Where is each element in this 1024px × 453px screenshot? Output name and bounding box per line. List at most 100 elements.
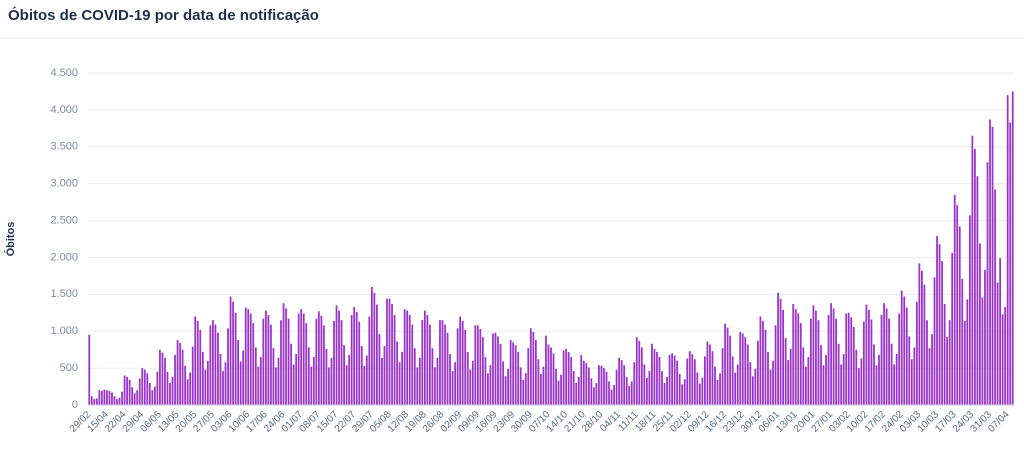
bar bbox=[862, 321, 865, 405]
bar bbox=[878, 354, 880, 405]
bar bbox=[532, 331, 535, 405]
bar bbox=[628, 385, 631, 405]
bar bbox=[953, 194, 956, 405]
bar bbox=[285, 308, 287, 405]
bar bbox=[280, 320, 282, 405]
bar bbox=[461, 320, 464, 405]
bar bbox=[267, 314, 270, 405]
bar bbox=[974, 148, 976, 406]
bar bbox=[108, 390, 111, 405]
y-tick-label: 2.000 bbox=[50, 251, 78, 263]
bar bbox=[587, 367, 590, 405]
bar bbox=[963, 320, 966, 405]
bar bbox=[401, 351, 404, 405]
bar bbox=[340, 320, 343, 405]
bar bbox=[232, 301, 234, 405]
bar bbox=[376, 304, 378, 405]
bar bbox=[227, 328, 229, 405]
bar bbox=[514, 345, 517, 405]
bar bbox=[403, 309, 406, 405]
bar bbox=[767, 351, 769, 405]
bar bbox=[244, 307, 247, 405]
bar bbox=[305, 323, 308, 405]
bar bbox=[214, 324, 217, 405]
bar bbox=[138, 378, 141, 405]
bar bbox=[151, 390, 154, 405]
bar bbox=[1011, 91, 1014, 405]
bar bbox=[832, 308, 835, 405]
bar bbox=[759, 316, 762, 405]
bar bbox=[368, 316, 371, 405]
bar bbox=[136, 390, 139, 405]
bar bbox=[890, 343, 893, 405]
bar bbox=[585, 362, 588, 405]
bar bbox=[353, 306, 356, 405]
bar bbox=[653, 348, 656, 405]
bar bbox=[845, 313, 848, 405]
bar bbox=[464, 329, 467, 405]
bar bbox=[1001, 314, 1004, 405]
bar bbox=[812, 305, 815, 405]
bar bbox=[870, 319, 873, 405]
bar bbox=[875, 365, 878, 405]
bar bbox=[512, 342, 515, 405]
bar bbox=[95, 398, 98, 405]
bar bbox=[714, 366, 716, 405]
bar bbox=[822, 365, 825, 405]
bar bbox=[365, 355, 368, 405]
bar bbox=[567, 351, 570, 405]
bar bbox=[698, 383, 701, 405]
bar bbox=[936, 236, 938, 405]
y-tick-label: 0 bbox=[72, 399, 78, 411]
bar bbox=[888, 318, 890, 405]
bar bbox=[608, 381, 610, 405]
bar bbox=[209, 325, 212, 405]
bar bbox=[552, 353, 555, 405]
bar bbox=[161, 352, 164, 405]
bar bbox=[905, 307, 908, 405]
bar bbox=[757, 340, 759, 405]
bar bbox=[355, 312, 358, 405]
bar bbox=[504, 376, 507, 405]
bar bbox=[931, 334, 933, 405]
bar bbox=[966, 299, 969, 405]
bar bbox=[388, 298, 391, 405]
bar bbox=[272, 348, 275, 405]
bar bbox=[171, 376, 174, 405]
bar bbox=[994, 189, 996, 405]
bar bbox=[156, 371, 159, 405]
bar bbox=[731, 356, 734, 405]
bar bbox=[547, 344, 550, 405]
bar bbox=[835, 318, 838, 405]
bar bbox=[603, 368, 605, 405]
bar bbox=[118, 397, 121, 405]
bar bbox=[537, 359, 540, 405]
x-tick-label: 07/04 bbox=[986, 409, 1012, 435]
bar bbox=[666, 376, 668, 405]
bar bbox=[300, 309, 303, 405]
bar bbox=[787, 359, 790, 405]
bar bbox=[837, 343, 840, 405]
bar bbox=[555, 368, 557, 405]
bar bbox=[146, 373, 149, 405]
bar bbox=[572, 371, 575, 405]
bar bbox=[431, 348, 434, 405]
bar bbox=[194, 316, 197, 405]
bar bbox=[915, 301, 918, 405]
bar bbox=[600, 365, 603, 405]
bar bbox=[317, 311, 320, 405]
bar bbox=[179, 343, 181, 405]
bar bbox=[724, 323, 726, 405]
bar bbox=[487, 373, 489, 405]
bar bbox=[613, 385, 615, 405]
bar bbox=[116, 399, 118, 405]
bar bbox=[630, 381, 633, 405]
bar bbox=[131, 387, 134, 405]
y-axis-label: Óbitos bbox=[4, 222, 17, 257]
bar bbox=[741, 333, 744, 405]
bar bbox=[373, 292, 376, 405]
bar bbox=[648, 371, 651, 405]
bar bbox=[222, 371, 224, 405]
bar bbox=[938, 244, 941, 405]
